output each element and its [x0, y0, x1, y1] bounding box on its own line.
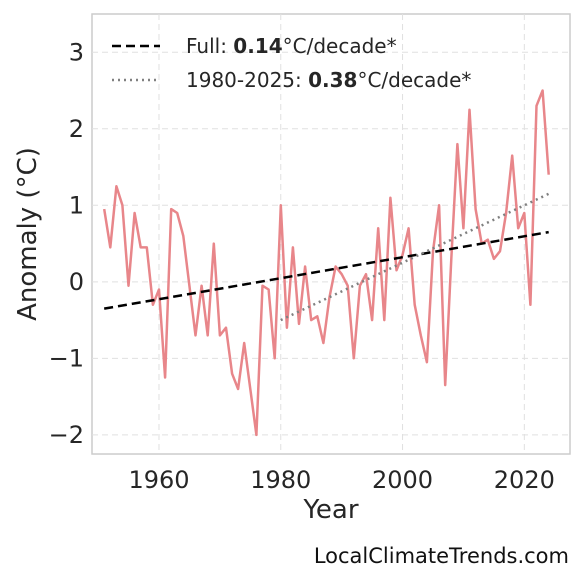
x-axis-label: Year: [302, 495, 358, 525]
trend-layer: [103, 192, 550, 322]
y-tick-label: −2: [49, 421, 84, 449]
y-tick-label: 3: [69, 38, 84, 66]
y-tick-label: 2: [69, 115, 84, 143]
x-tick-label: 1980: [250, 466, 311, 494]
y-axis-label: Anomaly (°C): [13, 147, 43, 321]
series-layer: [102, 89, 550, 437]
tick-labels: 1960 1980 2000 2020 3 2 1 0 −1 −2: [49, 38, 555, 494]
x-tick-label: 2000: [372, 466, 433, 494]
y-tick-label: 1: [69, 191, 84, 219]
trend-line: [103, 230, 549, 310]
legend-recent-label: 1980-2025: 0.38°C/decade*: [186, 68, 471, 92]
x-tick-label: 2020: [494, 466, 555, 494]
anomaly-line: [102, 89, 550, 437]
plot-frame: [91, 13, 571, 455]
trend-line: [280, 192, 550, 322]
y-tick-label: −1: [49, 344, 84, 372]
site-credit: LocalClimateTrends.com: [313, 544, 569, 568]
y-tick-label: 0: [69, 268, 84, 296]
x-tick-label: 1960: [128, 466, 189, 494]
legend: Full: 0.14°C/decade* 1980-2025: 0.38°C/d…: [112, 34, 471, 92]
legend-full-label: Full: 0.14°C/decade*: [186, 34, 397, 58]
